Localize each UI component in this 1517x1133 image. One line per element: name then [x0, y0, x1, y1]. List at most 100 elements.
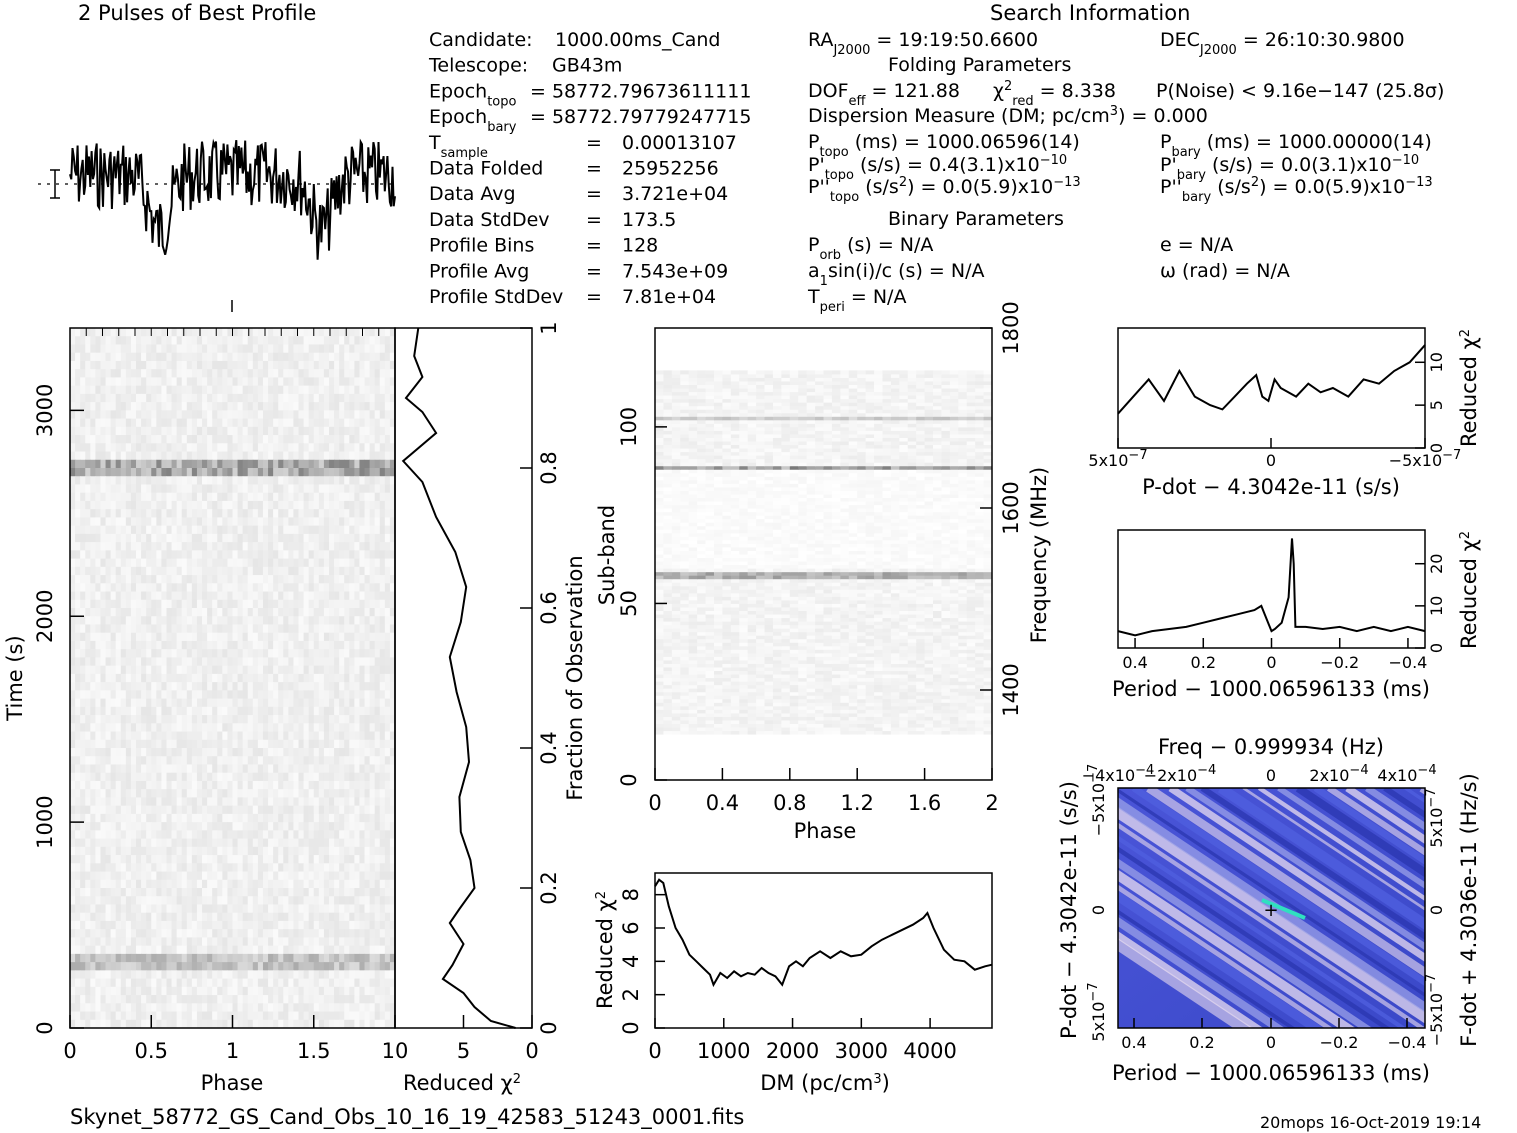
- heatmap-cell: [303, 385, 310, 395]
- heatmap-cell: [374, 682, 381, 691]
- heatmap-cell: [334, 640, 340, 650]
- heatmap-cell: [136, 830, 142, 840]
- heatmap-cell: [222, 838, 228, 848]
- heatmap-cell: [374, 435, 381, 444]
- heatmap-cell: [70, 690, 76, 700]
- heatmap-cell: [288, 566, 294, 576]
- heatmap-cell: [186, 640, 193, 650]
- heatmap-cell: [328, 542, 335, 551]
- heatmap-cell: [354, 377, 360, 387]
- heatmap-cell: [80, 715, 86, 724]
- heatmap-cell: [130, 451, 137, 461]
- heatmap-cell: [222, 879, 228, 889]
- heatmap-cell: [323, 575, 330, 584]
- heatmap-cell: [207, 459, 213, 469]
- heatmap-cell: [242, 525, 249, 535]
- heatmap-cell: [334, 912, 340, 922]
- heatmap-cell: [227, 706, 233, 716]
- heatmap-cell: [374, 525, 381, 535]
- heatmap-cell: [166, 369, 173, 378]
- heatmap-cell: [146, 369, 152, 378]
- heatmap-cell: [298, 953, 305, 963]
- heatmap-cell: [303, 698, 310, 708]
- heatmap-cell: [323, 336, 330, 345]
- heatmap-cell: [151, 443, 157, 453]
- heatmap-cell: [257, 764, 264, 774]
- heatmap-cell: [293, 715, 300, 724]
- heatmap-cell: [389, 879, 396, 889]
- heatmap-cell: [384, 822, 391, 831]
- heatmap-cell: [268, 369, 274, 378]
- heatmap-cell: [262, 920, 269, 930]
- heatmap-cell: [389, 888, 396, 897]
- heatmap-cell: [136, 929, 142, 938]
- heatmap-cell: [273, 657, 279, 667]
- heatmap-cell: [130, 418, 137, 428]
- heatmap-cell: [217, 558, 223, 568]
- heatmap-cell: [252, 673, 259, 683]
- heatmap-cell: [212, 377, 218, 387]
- heatmap-cell: [136, 896, 142, 905]
- heatmap-cell: [141, 731, 147, 741]
- heatmap-cell: [227, 426, 233, 436]
- heatmap-cell: [161, 418, 167, 428]
- heatmap-cell: [196, 402, 203, 411]
- heatmap-cell: [354, 468, 360, 477]
- heatmap-cell: [222, 377, 228, 387]
- heatmap-cell: [354, 509, 360, 518]
- heatmap-cell: [379, 690, 386, 700]
- heatmap-cell: [146, 591, 152, 601]
- profile-trace: [69, 138, 396, 260]
- heatmap-cell: [303, 640, 310, 650]
- heatmap-cell: [252, 336, 259, 345]
- heatmap-cell: [227, 476, 233, 485]
- heatmap-cell: [384, 888, 391, 897]
- heatmap-cell: [105, 632, 112, 642]
- heatmap-cell: [186, 673, 193, 683]
- heatmap-cell: [90, 352, 96, 362]
- heatmap-cell: [232, 682, 239, 691]
- heatmap-cell: [125, 509, 132, 518]
- pd-topo: P'topo (s/s) = 0.4(3.1)x10−10: [808, 153, 1067, 183]
- heatmap-cell: [125, 764, 132, 774]
- heatmap-cell: [389, 731, 396, 741]
- heatmap-cell: [257, 789, 264, 798]
- pnoise: P(Noise) < 9.16e−147 (25.8σ): [1156, 80, 1444, 102]
- heatmap-cell: [298, 723, 305, 733]
- heatmap-cell: [227, 542, 233, 551]
- heatmap-cell: [196, 608, 203, 617]
- heatmap-cell: [379, 871, 386, 881]
- heatmap-cell: [359, 649, 366, 658]
- heatmap-cell: [318, 830, 325, 840]
- heatmap-cell: [273, 377, 279, 387]
- heatmap-cell: [379, 731, 386, 741]
- heatmap-cell: [379, 756, 386, 765]
- heatmap-cell: [247, 888, 254, 897]
- heatmap-cell: [115, 953, 122, 963]
- heatmap-cell: [176, 328, 183, 337]
- heatmap-cell: [303, 583, 310, 593]
- heatmap-cell: [247, 360, 254, 370]
- heatmap-cell: [156, 344, 162, 354]
- heatmap-cell: [120, 789, 127, 798]
- heatmap-cell: [313, 665, 320, 675]
- heatmap-cell: [95, 657, 101, 667]
- heatmap-cell: [227, 566, 233, 576]
- heatmap-cell: [268, 690, 274, 700]
- heatmap-cell: [70, 517, 76, 527]
- heatmap-cell: [120, 846, 127, 856]
- heatmap-cell: [273, 360, 279, 370]
- heatmap-cell: [379, 896, 386, 905]
- heatmap-cell: [369, 616, 376, 625]
- heatmap-cell: [176, 657, 183, 667]
- heatmap-cell: [95, 953, 101, 963]
- heatmap-cell: [166, 715, 173, 724]
- heatmap-cell: [242, 673, 249, 683]
- heatmap-cell: [202, 492, 208, 502]
- heatmap-cell: [70, 616, 76, 625]
- heatmap-cell: [166, 756, 173, 765]
- heatmap-cell: [156, 780, 162, 790]
- heatmap-cell: [186, 616, 193, 625]
- heatmap-cell: [298, 517, 305, 527]
- info-eq-8: =: [586, 235, 602, 257]
